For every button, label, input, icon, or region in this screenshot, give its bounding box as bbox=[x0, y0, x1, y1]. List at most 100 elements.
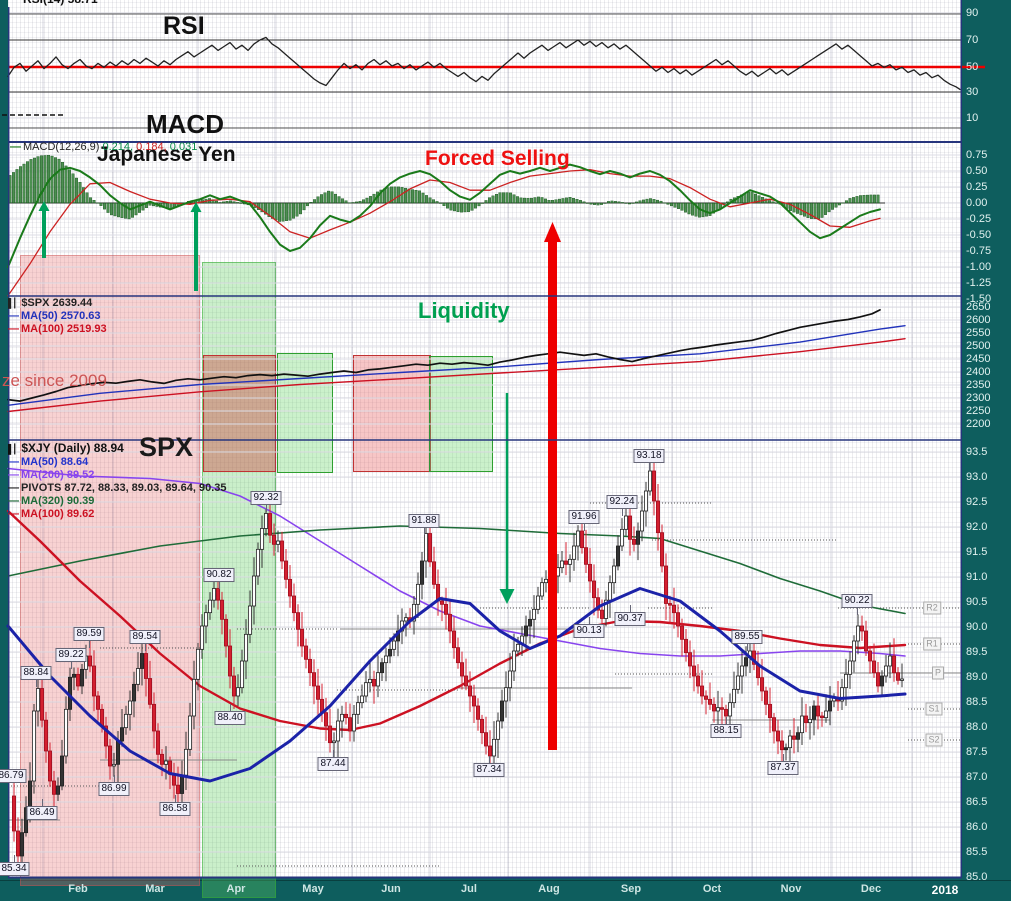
macd-legend: — MACD(12,26,9) 0.214, 0.184, 0.031 bbox=[10, 141, 197, 153]
candlestick bbox=[351, 713, 356, 732]
candlestick bbox=[443, 603, 448, 615]
candlestick bbox=[419, 560, 424, 585]
macd-histogram-bar bbox=[470, 202, 474, 211]
price-callout-label: 89.22 bbox=[55, 648, 87, 662]
macd-histogram-bar bbox=[645, 198, 649, 204]
candlestick bbox=[688, 652, 693, 667]
macd-histogram-bar bbox=[421, 192, 425, 204]
candlestick bbox=[864, 630, 869, 652]
axis-tick-label: 2250 bbox=[966, 405, 991, 417]
macd-histogram-bar bbox=[456, 202, 460, 212]
candlestick bbox=[652, 470, 657, 502]
macd-histogram-bar bbox=[169, 202, 173, 209]
macd-histogram-bar bbox=[603, 202, 607, 204]
candlestick bbox=[143, 653, 148, 679]
axis-tick-label: 86.5 bbox=[966, 796, 988, 808]
candlestick bbox=[295, 612, 300, 630]
macd-histogram-bar bbox=[642, 199, 646, 204]
callout-tail bbox=[333, 750, 334, 757]
candlestick bbox=[712, 703, 717, 712]
macd-histogram-bar bbox=[141, 202, 145, 211]
macd-histogram-bar bbox=[600, 202, 604, 205]
candlestick bbox=[632, 538, 637, 545]
macd-histogram-bar bbox=[523, 197, 527, 204]
axis-year-label: 2018 bbox=[931, 883, 959, 897]
macd-histogram-bar bbox=[390, 186, 394, 204]
macd-histogram-bar bbox=[134, 202, 138, 216]
candlestick bbox=[736, 675, 741, 690]
macd-histogram-bar bbox=[852, 197, 856, 204]
liquidity-annotation: Liquidity bbox=[418, 298, 510, 323]
macd-histogram-bar bbox=[481, 202, 485, 204]
axis-month-label: May bbox=[302, 883, 324, 895]
candlestick bbox=[199, 625, 204, 650]
candlestick bbox=[491, 738, 496, 757]
candlestick bbox=[127, 700, 132, 715]
macd-histogram-bar bbox=[137, 202, 141, 213]
candlestick bbox=[572, 545, 577, 560]
axis-tick-label: -1.25 bbox=[966, 277, 992, 289]
line-swatch-icon: — bbox=[8, 495, 19, 507]
xjy-legend-symbol: ▌▏$XJY (Daily) 88.94 bbox=[8, 441, 124, 455]
macd-histogram-bar bbox=[337, 196, 341, 204]
macd-histogram-bar bbox=[659, 200, 663, 204]
japanese-yen-annotation: Japanese Yen bbox=[97, 143, 236, 166]
macd-histogram-bar bbox=[558, 198, 562, 204]
macd-histogram-bar bbox=[26, 161, 30, 204]
macd-histogram-bar bbox=[859, 195, 863, 204]
candlestick bbox=[191, 678, 196, 717]
macd-histogram-bar bbox=[565, 197, 569, 204]
callout-tail bbox=[584, 524, 585, 531]
candlestick bbox=[279, 540, 284, 562]
candlestick bbox=[724, 708, 729, 717]
axis-month-label: Jun bbox=[381, 883, 401, 895]
candlestick bbox=[768, 703, 773, 719]
macd-histogram-bar bbox=[264, 202, 268, 215]
left-border-strip bbox=[0, 7, 8, 901]
macd-histogram-bar bbox=[64, 165, 68, 204]
macd-histogram-bar bbox=[691, 202, 695, 216]
candlestick bbox=[600, 609, 605, 619]
candlestick bbox=[536, 595, 541, 610]
candlestick bbox=[708, 698, 713, 705]
candlestick bbox=[828, 700, 833, 712]
macd-legend-name: MACD(12,26,9) bbox=[23, 141, 100, 153]
spx-legend-ma100: — MA(100) 2519.93 bbox=[8, 323, 107, 335]
candlestick bbox=[451, 630, 456, 649]
candlestick bbox=[592, 580, 597, 599]
price-callout-label: 92.32 bbox=[250, 491, 282, 505]
candlestick bbox=[100, 708, 105, 727]
candlestick bbox=[668, 603, 673, 606]
macd-histogram-bar bbox=[453, 202, 457, 212]
axis-month-label: Sep bbox=[620, 883, 642, 895]
candlestick bbox=[576, 530, 581, 547]
macd-histogram-bar bbox=[446, 202, 450, 209]
macd-histogram-bar bbox=[533, 197, 537, 204]
callout-tail bbox=[14, 855, 15, 862]
green-down-arrow-head-icon bbox=[499, 589, 515, 604]
candlestick bbox=[139, 653, 144, 669]
candlestick bbox=[716, 707, 721, 712]
macd-histogram-bar bbox=[316, 196, 320, 204]
price-callout-label: 89.54 bbox=[129, 630, 161, 644]
candlestick bbox=[820, 715, 825, 719]
macd-histogram-bar bbox=[684, 202, 688, 213]
macd-histogram-bar bbox=[463, 202, 467, 213]
rsi-legend: RSI(14) 58.71 bbox=[12, 0, 98, 6]
macd-histogram-bar bbox=[544, 198, 548, 204]
macd-histogram-bar bbox=[278, 202, 282, 222]
axis-tick-label: 91.0 bbox=[966, 571, 988, 583]
axis-tick-label: 91.5 bbox=[966, 546, 988, 558]
macd-histogram-bar bbox=[29, 159, 33, 204]
macd-histogram-bar bbox=[449, 202, 453, 211]
axis-tick-label: 85.0 bbox=[966, 871, 988, 883]
candlestick bbox=[516, 643, 521, 652]
candlestick bbox=[203, 612, 208, 627]
price-callout-label: 89.55 bbox=[731, 630, 763, 644]
candlestick bbox=[876, 672, 881, 687]
candlestick bbox=[507, 670, 512, 689]
macd-histogram-bar bbox=[635, 201, 639, 204]
macd-histogram-bar bbox=[757, 195, 761, 204]
candlestick bbox=[155, 730, 160, 755]
macd-histogram-bar bbox=[74, 177, 78, 204]
